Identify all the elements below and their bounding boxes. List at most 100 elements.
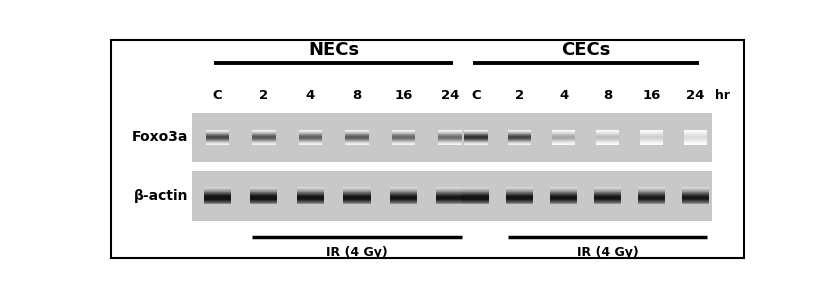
Bar (506, 197, 534, 198)
Bar (206, 142, 229, 143)
Bar (550, 199, 577, 200)
Bar (206, 133, 229, 134)
Text: 4: 4 (306, 89, 315, 102)
Bar (465, 133, 488, 134)
Bar (684, 137, 707, 138)
Bar (436, 201, 464, 202)
Bar (252, 132, 275, 133)
Bar (206, 140, 229, 141)
Bar (439, 143, 462, 144)
Bar (439, 131, 462, 132)
Bar (462, 199, 490, 200)
Bar (252, 143, 275, 144)
Bar (436, 196, 464, 197)
Bar (465, 135, 488, 136)
Bar (297, 200, 324, 201)
Bar (508, 132, 531, 133)
Bar (465, 132, 488, 133)
Bar (392, 143, 415, 144)
Bar (640, 132, 663, 133)
Bar (390, 193, 417, 194)
Text: 24: 24 (441, 89, 460, 102)
Bar (508, 136, 531, 137)
Bar (638, 189, 666, 190)
Bar (299, 133, 322, 134)
Bar (462, 198, 490, 199)
Bar (638, 203, 666, 204)
Bar (640, 141, 663, 142)
Bar (552, 133, 575, 134)
Bar (297, 201, 324, 202)
Bar (682, 196, 709, 197)
Bar (465, 136, 488, 137)
Bar (250, 188, 278, 189)
Bar (550, 187, 577, 188)
Bar (250, 194, 278, 195)
Bar (594, 196, 621, 197)
Bar (436, 202, 464, 203)
Bar (297, 199, 324, 200)
Bar (506, 191, 534, 192)
Bar (252, 135, 275, 136)
Bar (638, 192, 666, 193)
Bar (462, 196, 490, 197)
Bar (345, 131, 369, 132)
Bar (344, 203, 370, 204)
Text: IR (4 Gy): IR (4 Gy) (326, 246, 388, 258)
Bar (392, 144, 415, 145)
Text: Foxo3a: Foxo3a (132, 130, 188, 144)
Bar (436, 188, 464, 189)
Bar (594, 187, 621, 188)
Bar (203, 190, 231, 191)
Bar (684, 130, 707, 131)
Bar (594, 188, 621, 189)
Bar (638, 200, 666, 201)
Bar (345, 134, 369, 135)
Bar (684, 134, 707, 135)
Bar (252, 131, 275, 132)
Bar (250, 196, 278, 197)
Bar (203, 201, 231, 202)
Bar (684, 133, 707, 134)
Bar (465, 130, 488, 131)
Bar (392, 132, 415, 133)
Bar (206, 138, 229, 139)
Bar (299, 132, 322, 133)
Bar (684, 142, 707, 143)
Bar (640, 136, 663, 137)
Bar (508, 134, 531, 135)
Bar (192, 171, 712, 220)
Bar (345, 137, 369, 138)
Bar (252, 139, 275, 140)
Bar (506, 200, 534, 201)
Bar (638, 198, 666, 199)
Bar (297, 191, 324, 192)
Bar (594, 197, 621, 198)
Bar (439, 139, 462, 140)
Bar (206, 143, 229, 144)
Bar (439, 140, 462, 141)
Bar (552, 139, 575, 140)
Bar (640, 134, 663, 135)
Bar (299, 131, 322, 132)
Bar (682, 202, 709, 203)
Bar (506, 194, 534, 195)
Bar (203, 192, 231, 193)
Bar (439, 132, 462, 133)
Bar (462, 203, 490, 204)
Bar (297, 202, 324, 203)
Bar (390, 189, 417, 190)
Bar (299, 134, 322, 135)
Bar (299, 141, 322, 142)
Bar (682, 199, 709, 200)
Bar (462, 193, 490, 194)
Bar (550, 198, 577, 199)
Text: 16: 16 (394, 89, 413, 102)
Bar (550, 200, 577, 201)
Bar (390, 196, 417, 197)
Bar (550, 197, 577, 198)
Bar (252, 137, 275, 138)
Bar (297, 195, 324, 196)
Bar (297, 187, 324, 188)
Bar (250, 200, 278, 201)
